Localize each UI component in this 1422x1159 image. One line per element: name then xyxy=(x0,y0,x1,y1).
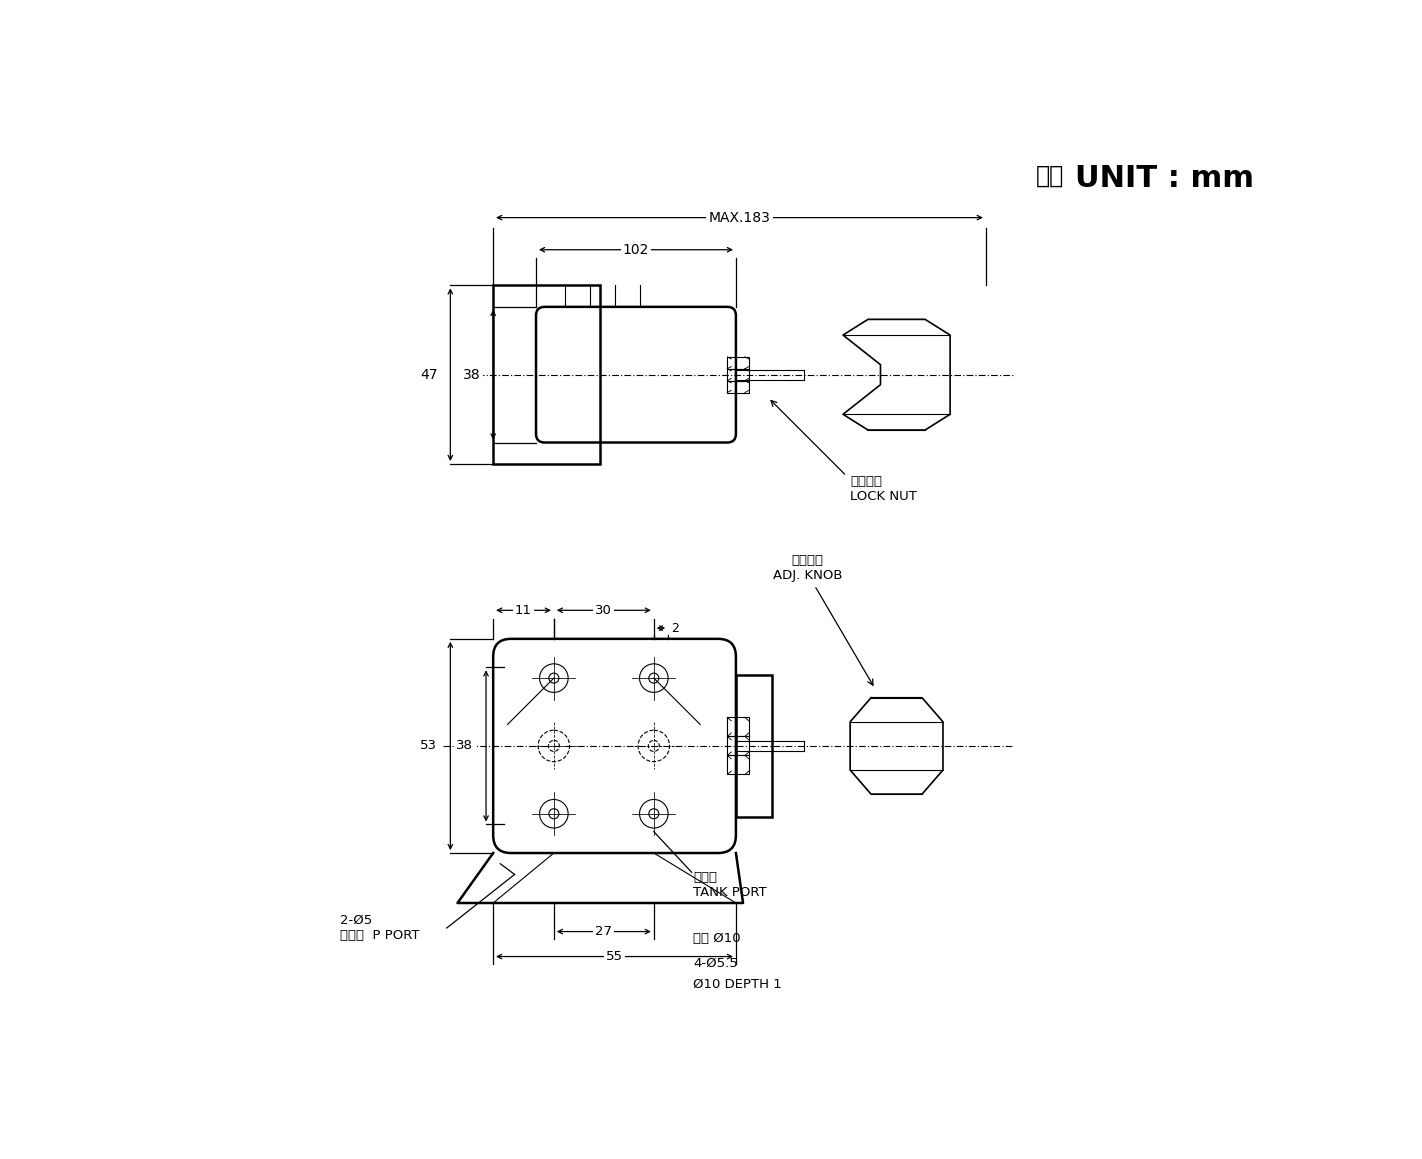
Text: 47: 47 xyxy=(419,367,438,381)
Text: 38: 38 xyxy=(456,739,474,752)
Text: MAX.183: MAX.183 xyxy=(708,211,771,225)
Text: 55: 55 xyxy=(606,950,623,963)
Bar xyxy=(727,380,749,393)
Text: 固定螺絲
LOCK NUT: 固定螺絲 LOCK NUT xyxy=(850,475,917,503)
Bar xyxy=(727,357,749,369)
Text: 11: 11 xyxy=(515,604,532,617)
Text: 2: 2 xyxy=(671,621,680,635)
Text: 30: 30 xyxy=(596,604,613,617)
Bar xyxy=(727,736,749,756)
Bar xyxy=(727,369,749,380)
Text: 中心 Ø10: 中心 Ø10 xyxy=(693,932,741,945)
Text: 調節旋鈕
ADJ. KNOB: 調節旋鈕 ADJ. KNOB xyxy=(772,554,842,582)
Text: 4-Ø5.5: 4-Ø5.5 xyxy=(693,956,738,970)
Bar xyxy=(493,285,600,464)
Text: 38: 38 xyxy=(464,367,481,381)
Text: UNIT : mm: UNIT : mm xyxy=(1075,165,1254,194)
Text: 2-Ø5
壓力孔  P PORT: 2-Ø5 壓力孔 P PORT xyxy=(340,913,419,942)
Bar xyxy=(737,675,772,817)
Text: 27: 27 xyxy=(596,925,613,938)
Bar xyxy=(727,756,749,774)
Text: 單位: 單位 xyxy=(1035,165,1064,188)
Text: 回油孔
TANK PORT: 回油孔 TANK PORT xyxy=(693,870,766,899)
Text: 102: 102 xyxy=(623,242,650,257)
Bar xyxy=(727,717,749,736)
Text: Ø10 DEPTH 1: Ø10 DEPTH 1 xyxy=(693,978,782,991)
Text: 53: 53 xyxy=(421,739,438,752)
